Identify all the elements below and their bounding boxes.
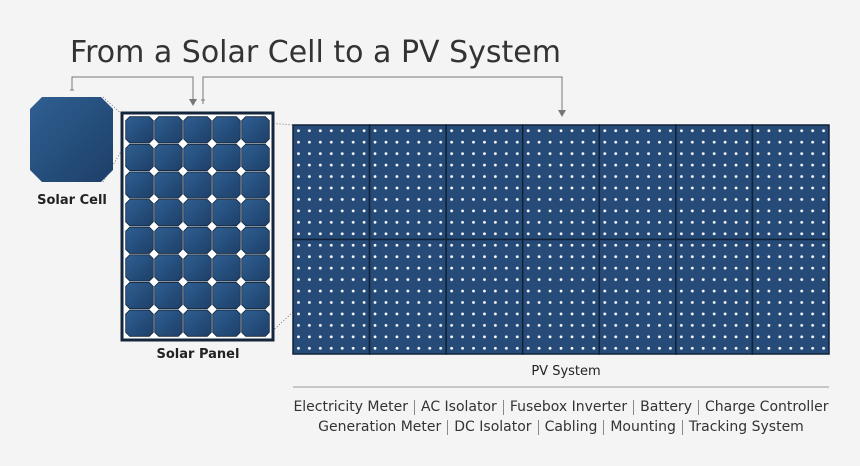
panel-cell [154, 171, 183, 199]
panel-cell [125, 282, 154, 310]
panel-cell [212, 171, 241, 199]
panel-cell [241, 309, 270, 337]
component: Battery [640, 399, 692, 415]
system-label: PV System [531, 364, 600, 379]
pv-panel [751, 124, 830, 241]
panel-cell [183, 254, 212, 282]
panel-cell [183, 143, 212, 171]
panel-cell [154, 282, 183, 310]
panel-cell [241, 199, 270, 227]
panel-cell [241, 282, 270, 310]
panel-cell [154, 309, 183, 337]
panel-cell [183, 226, 212, 254]
panel-cell [212, 254, 241, 282]
components-row: Generation Meter DC Isolator Cabling Mounti… [293, 419, 829, 435]
pv-panel [368, 238, 447, 355]
panel-cell [183, 171, 212, 199]
panel-cell [125, 171, 154, 199]
components-row: Electricity Meter AC Isolator Fusebox Inve… [293, 399, 829, 415]
pv-panel [751, 238, 830, 355]
panel-cell [154, 226, 183, 254]
panel-cell [241, 171, 270, 199]
separator [603, 419, 605, 435]
panel-cell [212, 116, 241, 144]
panel-cell [125, 116, 154, 144]
pv-panel [675, 238, 754, 355]
panel-cell [125, 199, 154, 227]
pv-panel [521, 124, 601, 241]
pv-panel [292, 124, 371, 241]
panel-cell [154, 199, 183, 227]
panel-cell [125, 226, 154, 254]
component: Fusebox Inverter [509, 399, 628, 415]
separator [502, 399, 504, 415]
panel-cell [125, 254, 154, 282]
pv-panel [598, 124, 677, 241]
connectors [70, 76, 566, 336]
panel-cell [183, 116, 212, 144]
pv-panel [598, 238, 677, 355]
panel-cell [212, 282, 241, 310]
separator [413, 399, 415, 415]
title: From a Solar Cell to a PV System [70, 35, 561, 70]
panel-cell [125, 143, 154, 171]
component: Charge Controller [704, 399, 829, 415]
panel-cell [154, 143, 183, 171]
panel-label: Solar Panel [157, 347, 240, 362]
panel-cell [241, 254, 270, 282]
separator [681, 419, 683, 435]
separator [537, 419, 539, 435]
separator [697, 399, 699, 415]
component: Cabling [544, 419, 598, 435]
panel-cell [183, 282, 212, 310]
panel-cell [154, 116, 183, 144]
panel-cell [241, 226, 270, 254]
cell-label: Solar Cell [37, 193, 107, 208]
component: Tracking System [688, 419, 804, 435]
solar-cell [30, 97, 113, 182]
panel-cell [183, 309, 212, 337]
component: DC Isolator [454, 419, 532, 435]
panel-cell [241, 143, 270, 171]
panel-cell [212, 226, 241, 254]
pv-panel [675, 124, 754, 241]
component: AC Isolator [420, 399, 497, 415]
panel-cell [212, 309, 241, 337]
separator [447, 419, 449, 435]
pv-panel [292, 238, 371, 355]
panel-cell [212, 143, 241, 171]
component: Generation Meter [318, 419, 442, 435]
panel-cell [241, 116, 270, 144]
separator [633, 399, 635, 415]
pv-panel [445, 238, 524, 355]
pv-panel [521, 238, 601, 355]
panel-cell [183, 199, 212, 227]
panel-cell [125, 309, 154, 337]
component: Mounting [610, 419, 676, 435]
panel-cell [154, 254, 183, 282]
panel-cell [212, 199, 241, 227]
pv-panel [445, 124, 524, 241]
pv-panel [368, 124, 447, 241]
component: Electricity Meter [293, 399, 408, 415]
